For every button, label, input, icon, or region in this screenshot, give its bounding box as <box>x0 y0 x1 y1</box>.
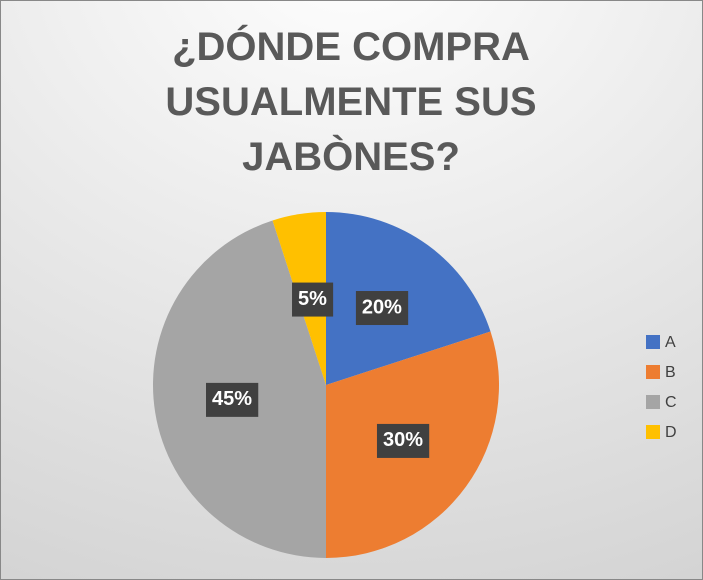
legend-label: A <box>665 334 676 351</box>
data-label: 30% <box>383 429 423 451</box>
data-label: 5% <box>298 288 327 310</box>
legend-swatch <box>646 365 660 379</box>
data-label-box <box>206 382 259 417</box>
data-label-box <box>355 291 409 326</box>
pie-slice <box>326 212 491 385</box>
legend-swatch <box>646 335 660 349</box>
data-label-box <box>292 282 334 317</box>
legend-swatch <box>646 425 660 439</box>
legend-label: D <box>665 424 677 441</box>
chart-title: ¿DÓNDE COMPRA USUALMENTE SUS JABÒNES? <box>165 25 537 179</box>
data-label: 45% <box>212 388 252 410</box>
legend-label: C <box>665 394 677 411</box>
data-label-box <box>376 423 430 458</box>
legend-swatch <box>646 395 660 409</box>
data-label: 20% <box>362 296 402 318</box>
legend-label: B <box>665 364 676 381</box>
